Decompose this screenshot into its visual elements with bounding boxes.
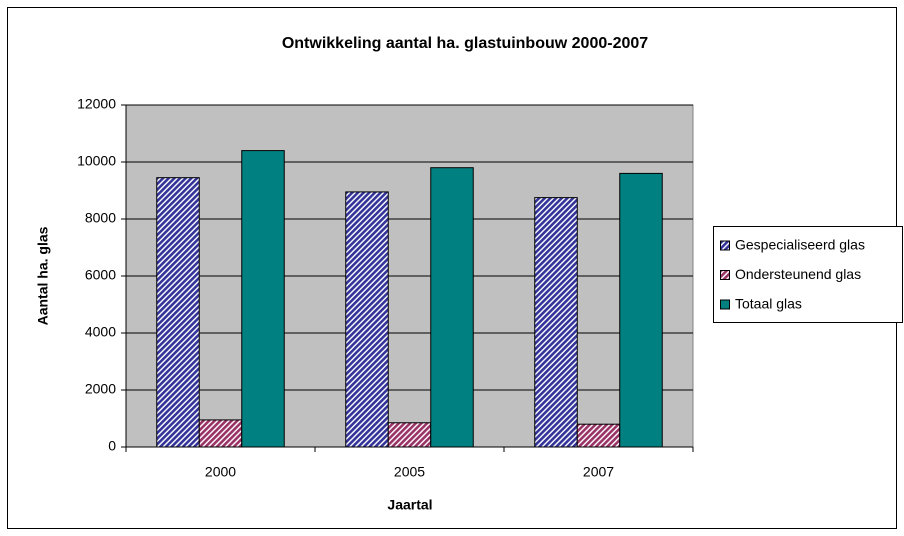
y-tick-label: 8000	[85, 210, 116, 226]
bar	[156, 177, 200, 448]
y-tick-label: 4000	[85, 324, 116, 340]
legend-label: Totaal glas	[735, 296, 802, 312]
legend-swatch	[720, 270, 730, 280]
y-axis-label: Aantal ha. glas	[35, 226, 51, 325]
chart-title: Ontwikkeling aantal ha. glastuinbouw 200…	[282, 35, 648, 52]
bar	[619, 172, 663, 448]
x-axis-label: Jaartal	[387, 497, 432, 513]
y-tick-label: 6000	[85, 267, 116, 283]
bar	[241, 150, 285, 448]
y-tick-label: 10000	[77, 153, 116, 169]
legend-swatch	[720, 240, 730, 251]
legend-label: Ondersteunend glas	[735, 266, 861, 282]
bar	[198, 419, 243, 448]
legend-label: Gespecialiseerd glas	[735, 237, 865, 253]
bar	[430, 167, 474, 448]
legend-box	[713, 226, 903, 323]
x-tick-label: 2005	[394, 464, 425, 480]
bar	[576, 423, 621, 448]
x-tick-label: 2000	[205, 464, 236, 480]
bar	[534, 197, 578, 448]
y-tick-label: 2000	[85, 381, 116, 397]
x-tick-label: 2007	[583, 464, 614, 480]
y-tick-label: 12000	[77, 96, 116, 112]
bar	[345, 191, 389, 448]
y-tick-label: 0	[108, 438, 116, 454]
legend-swatch	[720, 299, 730, 310]
bar	[387, 422, 432, 448]
